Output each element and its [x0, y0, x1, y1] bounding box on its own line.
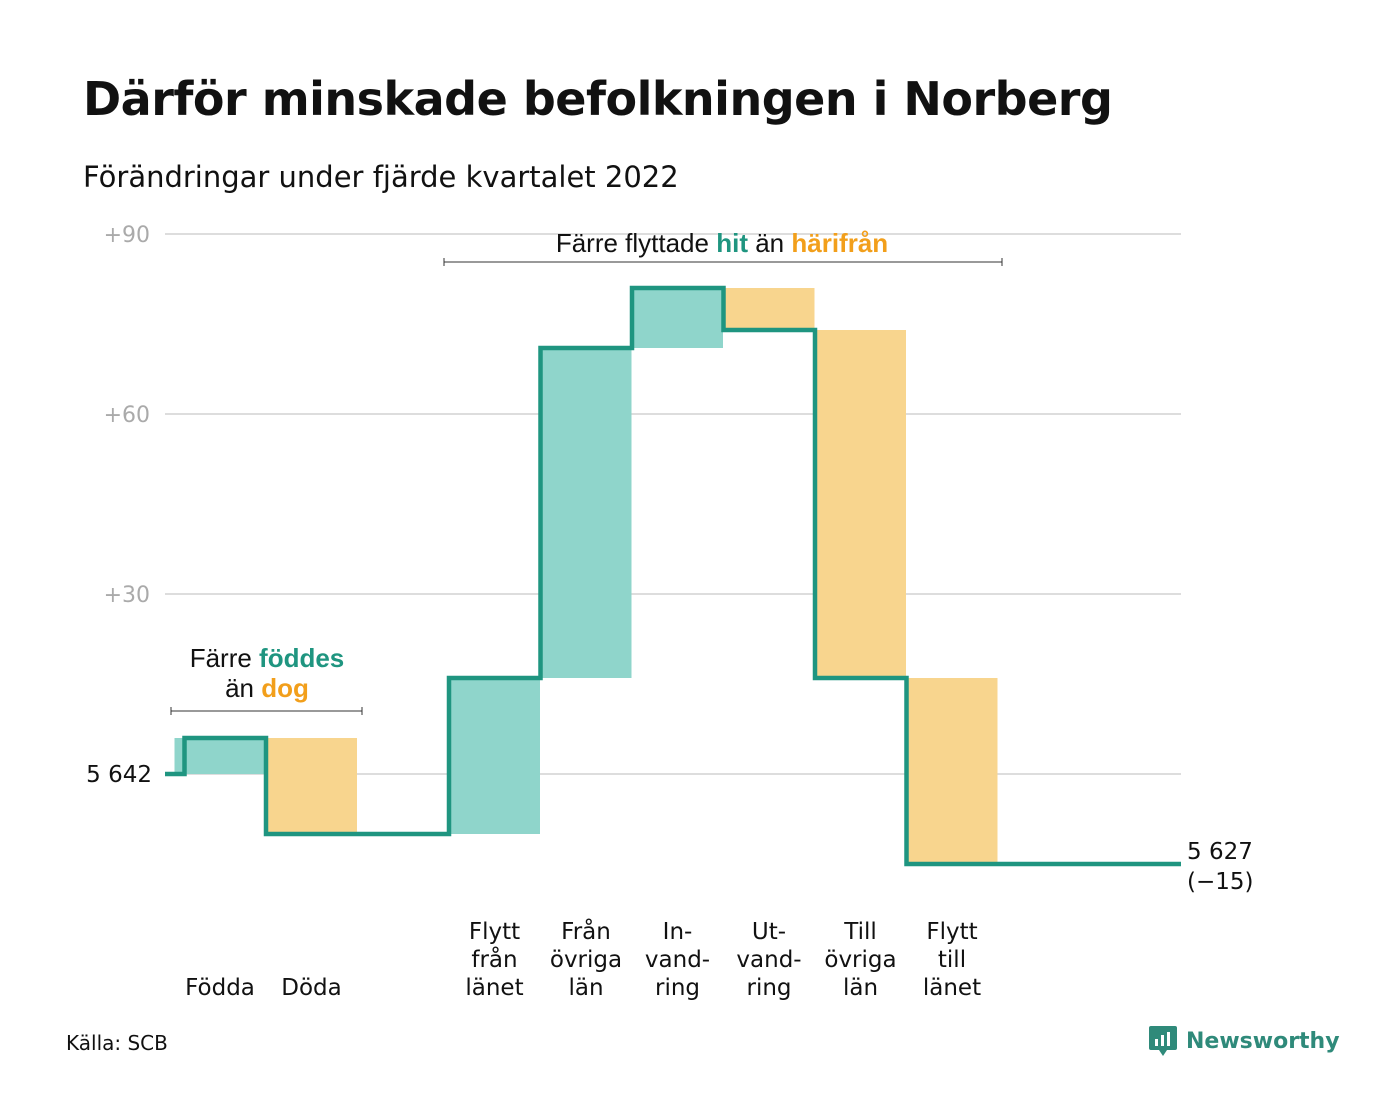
annotation-migration-harifran: härifrån	[791, 228, 888, 258]
category-label: övriga	[824, 947, 896, 973]
annotation-layer: Färre föddes än dog Färre flyttade hit ä…	[170, 228, 1003, 715]
chart-bubble-icon	[1149, 1026, 1177, 1056]
annotation-births-prefix: Färre	[190, 643, 259, 673]
annotation-births-bracket	[170, 707, 363, 715]
category-label: ring	[655, 975, 700, 1001]
brand-logo: Newsworthy	[1148, 1024, 1340, 1058]
category-label: län	[568, 975, 603, 1001]
waterfall-bar-decrease	[815, 330, 906, 678]
chart-subtitle: Förändringar under fjärde kvartalet 2022	[83, 160, 679, 194]
end-value-label: 5 627	[1187, 839, 1253, 865]
annotation-births-highlight: föddes	[259, 643, 344, 673]
category-label: län	[843, 975, 878, 1001]
annotation-migration-hit: hit	[716, 228, 748, 258]
y-tick-label: +30	[104, 583, 150, 608]
waterfall-bar-increase	[174, 738, 266, 774]
category-label: länet	[465, 975, 523, 1001]
category-label: Födda	[185, 975, 255, 1001]
waterfall-bar-decrease	[266, 738, 357, 834]
y-tick-label: +60	[104, 403, 150, 428]
category-label: övriga	[550, 947, 622, 973]
annotation-births-line1: Färre föddes	[190, 643, 345, 673]
category-label: Flytt	[926, 919, 977, 945]
category-label: Till	[843, 919, 877, 945]
cumulative-step-line	[165, 285, 1181, 867]
category-label: Från	[561, 917, 611, 945]
waterfall-bar-decrease	[723, 288, 815, 330]
waterfall-bar-increase	[540, 348, 632, 678]
annotation-deaths-highlight: dog	[261, 673, 309, 703]
category-label: från	[471, 945, 517, 973]
category-label: vand-	[645, 947, 710, 973]
category-label: vand-	[736, 947, 801, 973]
source-note: Källa: SCB	[66, 1031, 168, 1055]
waterfall-bar-increase	[449, 678, 540, 834]
category-label: In-	[663, 919, 693, 945]
waterfall-bar-decrease	[906, 678, 998, 864]
category-label: Döda	[281, 975, 341, 1001]
annotation-migration: Färre flyttade hit än härifrån	[556, 228, 888, 258]
end-value-label: (−15)	[1187, 869, 1253, 895]
category-label: till	[938, 947, 966, 973]
y-tick-label: +90	[104, 223, 150, 248]
annotation-deaths-prefix: än	[225, 673, 261, 703]
category-label: länet	[923, 975, 981, 1001]
annotation-migration-bracket	[443, 258, 1003, 266]
category-label: Flytt	[469, 919, 520, 945]
chart-title: Därför minskade befolkningen i Norberg	[83, 72, 1113, 126]
annotation-births-line2: än dog	[225, 673, 309, 703]
waterfall-bar-increase	[632, 288, 723, 348]
start-value-label: 5 642	[86, 762, 152, 788]
annotation-migration-prefix: Färre flyttade	[556, 228, 716, 258]
bar-layer	[174, 288, 998, 864]
category-label: ring	[746, 975, 791, 1001]
brand-name: Newsworthy	[1186, 1028, 1340, 1054]
category-label: Ut-	[752, 919, 786, 945]
line-layer	[165, 285, 1181, 867]
annotation-migration-middle: än	[748, 228, 791, 258]
